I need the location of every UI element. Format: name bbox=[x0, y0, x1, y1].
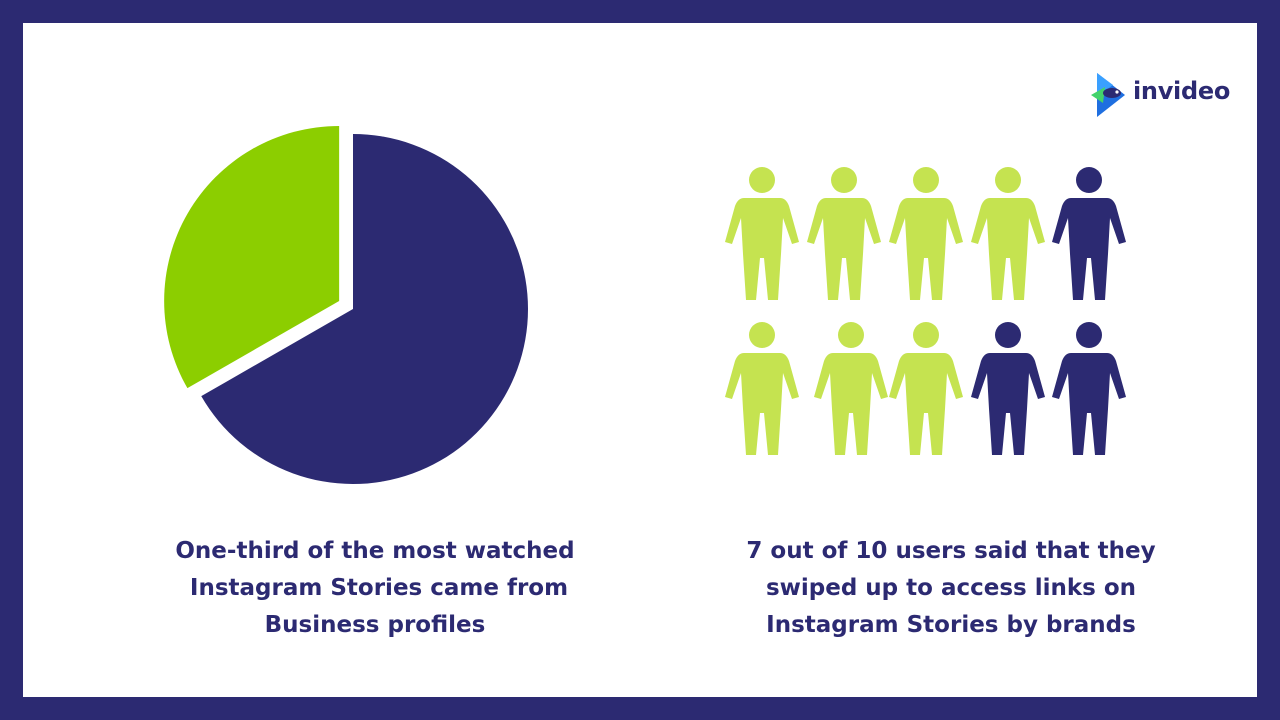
infographic-card: invideo One-third of the most watched In… bbox=[23, 23, 1257, 697]
pictogram-caption-line: swiped up to access links on bbox=[765, 575, 1137, 601]
brand-name: invideo bbox=[1133, 77, 1231, 105]
pie-chart bbox=[164, 125, 528, 484]
person-icon bbox=[814, 322, 888, 455]
pie-caption-line: Instagram Stories came from bbox=[181, 575, 569, 601]
pie-slice-business-profiles bbox=[164, 125, 340, 389]
pie-caption-line: Business profiles bbox=[264, 612, 486, 638]
person-icon bbox=[1052, 167, 1126, 300]
person-icon bbox=[1052, 322, 1126, 455]
people-pictogram bbox=[725, 167, 1126, 455]
person-icon bbox=[725, 322, 799, 455]
pictogram-caption-line: 7 out of 10 users said that they bbox=[746, 538, 1156, 564]
pie-slice-other bbox=[201, 134, 528, 484]
pie-caption-line: One-third of the most watched bbox=[175, 538, 575, 564]
person-icon bbox=[971, 167, 1045, 300]
pictogram-caption-line: Instagram Stories by brands bbox=[766, 612, 1136, 638]
person-icon bbox=[807, 167, 881, 300]
person-icon bbox=[889, 322, 963, 455]
pictogram-caption: 7 out of 10 users said that they swiped … bbox=[691, 533, 1211, 644]
pie-caption: One-third of the most watched Instagram … bbox=[115, 533, 635, 644]
person-icon bbox=[889, 167, 963, 300]
invideo-logo-icon bbox=[1091, 73, 1125, 117]
person-icon bbox=[725, 167, 799, 300]
person-icon bbox=[971, 322, 1045, 455]
